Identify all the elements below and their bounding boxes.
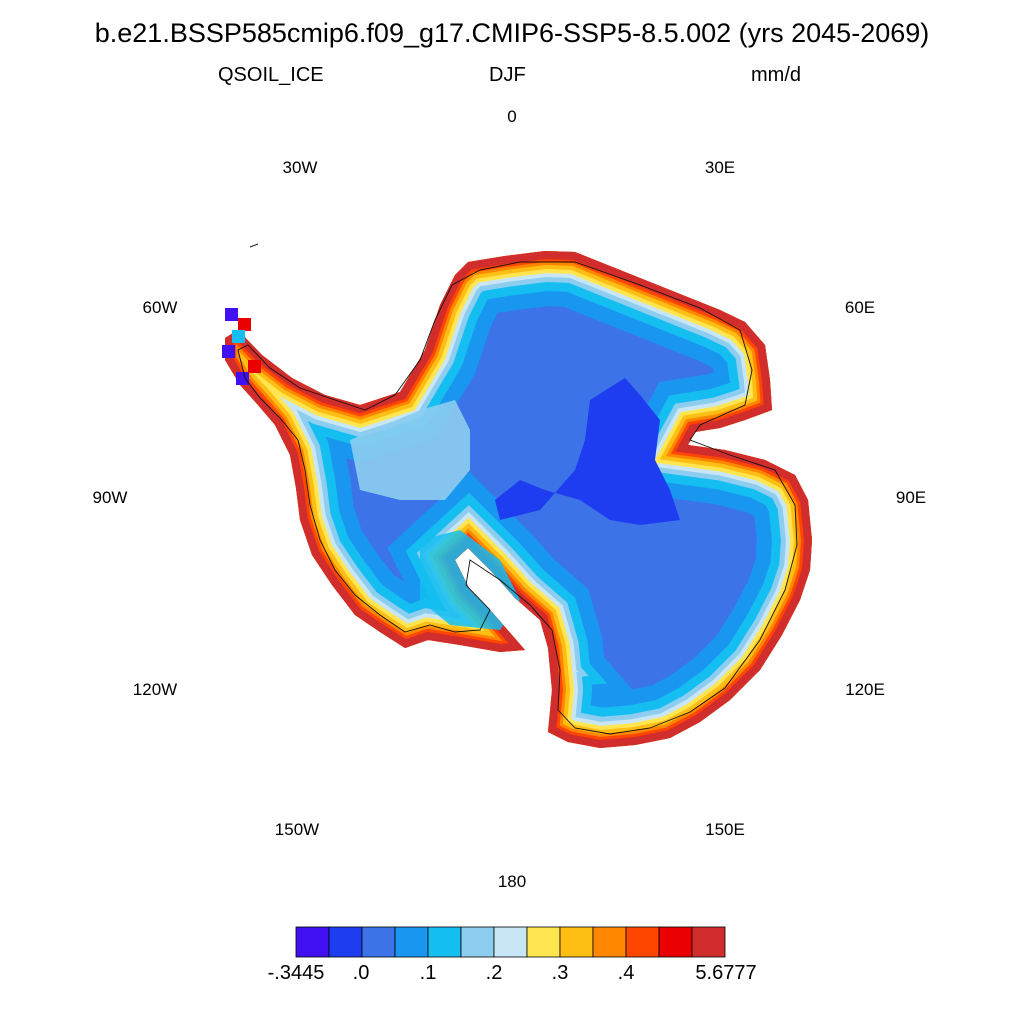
lon-label-30e: 30E xyxy=(704,158,736,177)
colorbar-swatch xyxy=(559,926,594,958)
colorbar-swatch xyxy=(691,926,726,958)
lon-label-150w: 150W xyxy=(274,820,320,839)
colorbar-tick-label: 5.6777 xyxy=(695,962,757,984)
season-label: DJF xyxy=(489,64,526,86)
lon-label-90e: 90E xyxy=(895,488,927,507)
colorbar-tick-label: .3 xyxy=(551,962,569,984)
units-label: mm/d xyxy=(751,64,801,86)
colorbar-tick-label: .1 xyxy=(419,962,437,984)
colorbar-swatch xyxy=(658,926,693,958)
lon-label-60e: 60E xyxy=(844,298,876,317)
plot-title: b.e21.BSSP585cmip6.f09_g17.CMIP6-SSP5-8.… xyxy=(94,18,930,48)
plateau-minimum xyxy=(495,378,680,525)
lon-label-30w: 30W xyxy=(282,158,318,177)
grid-cell xyxy=(225,308,238,321)
colorbar-swatch xyxy=(493,926,528,958)
colorbar-swatch xyxy=(592,926,627,958)
colorbar-swatch xyxy=(295,926,330,958)
colorbar-swatch xyxy=(328,926,363,958)
variable-label: QSOIL_ICE xyxy=(218,64,324,86)
grid-cell xyxy=(248,360,261,373)
lon-label-120e: 120E xyxy=(845,680,885,699)
colorbar-swatch xyxy=(361,926,396,958)
coastline xyxy=(237,261,798,735)
lon-label-0: 0 xyxy=(507,107,517,126)
colorbar-tick-label: -.3445 xyxy=(267,962,325,984)
grid-cell xyxy=(232,330,245,343)
colorbar-tick-label: .4 xyxy=(617,962,635,984)
lon-label-120w: 120W xyxy=(132,680,178,699)
colorbar xyxy=(295,926,726,958)
colorbar-swatch xyxy=(427,926,462,958)
colorbar-tick-label: .2 xyxy=(485,962,503,984)
colorbar-swatch xyxy=(625,926,660,958)
colorbar-tick-label: .0 xyxy=(352,962,370,984)
colorbar-swatch xyxy=(460,926,495,958)
grid-cell xyxy=(236,372,249,385)
lon-label-60w: 60W xyxy=(142,298,178,317)
lon-label-90w: 90W xyxy=(92,488,128,507)
colorbar-swatch xyxy=(526,926,561,958)
lon-label-150e: 150E xyxy=(705,820,745,839)
grid-cell xyxy=(238,318,251,331)
lon-label-180: 180 xyxy=(497,872,527,891)
island-outline xyxy=(249,243,259,248)
grid-cell xyxy=(222,345,235,358)
west-antarctic-zone xyxy=(350,400,470,500)
colorbar-swatch xyxy=(394,926,429,958)
